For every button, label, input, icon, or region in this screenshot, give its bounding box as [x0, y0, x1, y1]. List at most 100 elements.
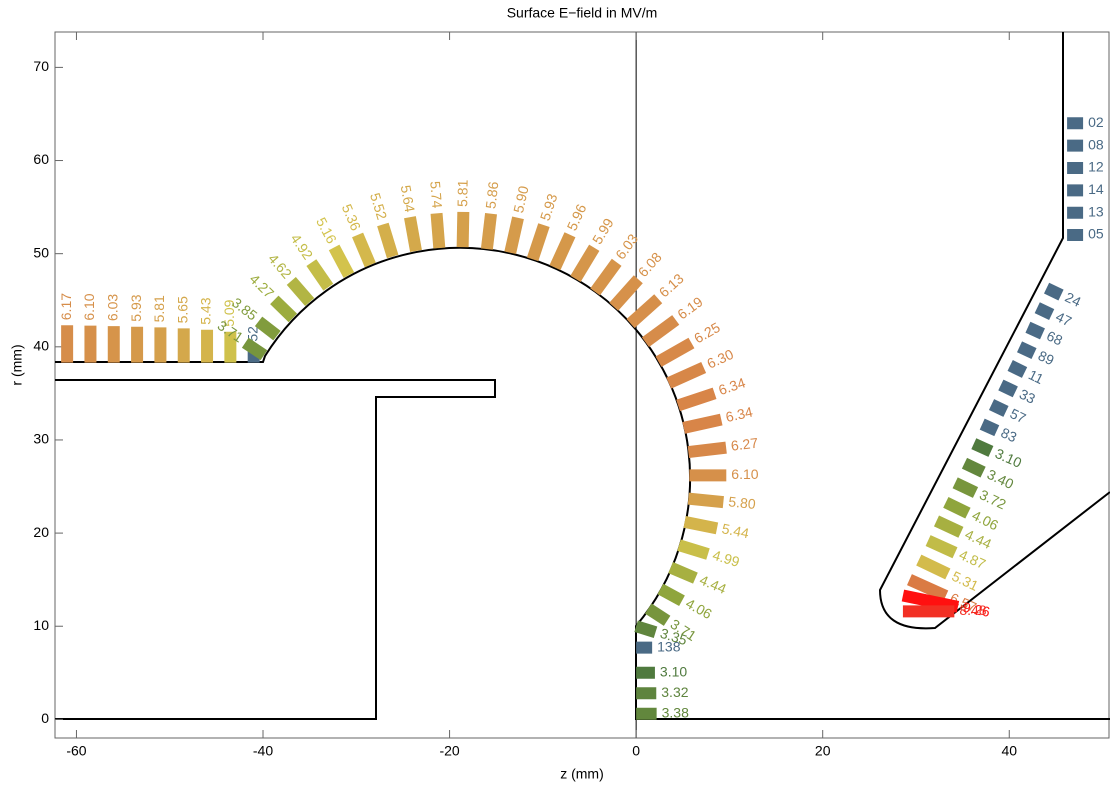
value-label: 13: [1088, 203, 1104, 219]
value-label: 5.36: [339, 202, 364, 234]
field-bar: [666, 362, 707, 389]
field-bar: [352, 232, 376, 268]
value-label: 6.30: [704, 346, 736, 372]
y-tick-label: 50: [33, 244, 49, 260]
value-label: 6.27: [730, 435, 759, 454]
value-label: 5.43: [198, 297, 214, 324]
value-label: 14: [1088, 181, 1104, 197]
field-bar: [952, 477, 979, 498]
value-label: 3.38: [662, 704, 689, 720]
value-label: 5.74: [427, 181, 445, 210]
field-bar: [328, 244, 355, 278]
value-label: 5.93: [128, 294, 144, 321]
y-axis-label: r (mm): [9, 344, 25, 385]
value-label: 9.26: [961, 599, 991, 620]
value-label: 4.27: [247, 271, 278, 302]
field-bar: [687, 441, 727, 459]
x-tick-label: 0: [632, 743, 640, 759]
field-bar: [456, 211, 470, 248]
nose-cone: [878, 32, 1110, 630]
value-label: 6.08: [635, 249, 665, 280]
field-bar: [549, 232, 576, 271]
field-bar: [998, 379, 1018, 398]
value-label: 6.03: [612, 231, 641, 263]
field-bar: [286, 277, 315, 307]
value-label: 08: [1088, 136, 1104, 152]
value-label: 5.86: [482, 180, 501, 209]
value-label: 5.96: [564, 201, 590, 233]
y-tick-label: 20: [33, 524, 49, 540]
y-tick-label: 70: [33, 58, 49, 74]
field-bar: [1043, 282, 1064, 301]
value-label: 5.65: [174, 296, 190, 323]
x-tick-label: 40: [1001, 743, 1017, 759]
field-bar: [270, 295, 298, 323]
field-bar: [644, 603, 671, 626]
value-label: 4.44: [697, 572, 729, 597]
value-label: 5.16: [313, 215, 340, 247]
value-label: 5.64: [398, 184, 419, 214]
value-label: 5.52: [367, 191, 390, 222]
value-label: 4.92: [288, 231, 317, 263]
field-bar: [988, 399, 1009, 417]
field-bar: [404, 216, 422, 252]
field-bar: [609, 275, 643, 311]
value-label: 5.44: [721, 520, 751, 541]
x-tick-label: -60: [66, 743, 86, 759]
field-bar: [634, 620, 658, 638]
value-label: 89: [1036, 347, 1057, 368]
value-label: 138: [657, 638, 681, 654]
field-bar: [925, 535, 958, 559]
y-tick-label: 10: [33, 617, 49, 633]
x-tick-label: -20: [439, 743, 459, 759]
value-label: 6.03: [104, 294, 120, 321]
value-label: 6.13: [656, 270, 687, 300]
field-bar: [377, 222, 399, 259]
value-label: 11: [1026, 366, 1046, 387]
value-label: 3.10: [660, 664, 687, 680]
field-bar: [590, 258, 622, 296]
value-label: 6.34: [716, 374, 747, 398]
field-bar: [901, 589, 960, 613]
value-label: 83: [999, 424, 1020, 445]
field-bar: [241, 337, 268, 361]
value-label: 8.48: [959, 602, 986, 618]
field-bar: [1025, 321, 1045, 340]
field-bar: [480, 213, 497, 250]
y-tick-label: 60: [33, 151, 49, 167]
value-label: 57: [1008, 405, 1029, 426]
field-bar: [971, 438, 994, 457]
field-bar: [655, 337, 695, 367]
field-bar: [906, 574, 949, 602]
field-bar: [1034, 302, 1055, 320]
x-tick-label: -40: [253, 743, 273, 759]
value-label: 6.17: [58, 293, 74, 320]
x-tick-label: 20: [815, 743, 831, 759]
field-bar: [682, 413, 723, 434]
field-bar: [626, 294, 663, 328]
value-label: 3.32: [661, 684, 688, 700]
y-tick-label: 0: [41, 710, 49, 726]
value-label: 5.09: [221, 299, 237, 326]
field-bar: [676, 387, 717, 412]
value-label: 6.34: [724, 404, 754, 426]
value-label: 5.93: [537, 191, 561, 222]
value-label: 5.99: [589, 215, 617, 247]
value-label: 5.90: [510, 184, 532, 214]
field-bar: [526, 223, 550, 262]
value-label: 6.19: [674, 293, 706, 322]
value-label: 33: [1017, 386, 1038, 407]
x-axis-label: z (mm): [560, 766, 604, 782]
value-label: 4.62: [265, 250, 295, 281]
value-label: 6.25: [691, 319, 723, 346]
field-bar: [961, 457, 986, 478]
value-label: 4.99: [711, 547, 742, 570]
field-bar: [677, 539, 710, 560]
field-bar: [943, 496, 971, 519]
plot-frame: [54, 31, 1110, 739]
field-bar: [570, 244, 600, 282]
value-label: 02: [1088, 114, 1104, 130]
value-label: 05: [1088, 226, 1104, 242]
field-bar: [687, 492, 724, 509]
